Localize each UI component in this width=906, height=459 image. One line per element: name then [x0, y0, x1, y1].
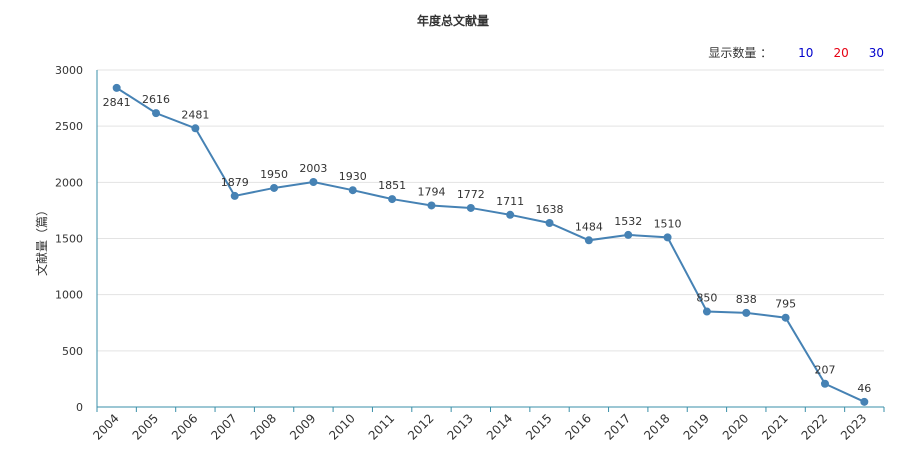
data-label: 795 — [775, 298, 796, 311]
y-tick-label: 3000 — [55, 64, 83, 77]
y-tick-label: 2500 — [55, 120, 83, 133]
data-point[interactable] — [506, 210, 515, 219]
data-point[interactable] — [624, 230, 633, 239]
x-tick-label: 2009 — [287, 411, 318, 442]
data-point[interactable] — [663, 233, 672, 242]
data-label: 1851 — [378, 179, 406, 192]
data-point[interactable] — [742, 308, 751, 317]
data-label: 1794 — [417, 185, 445, 198]
x-tick-label: 2022 — [799, 411, 830, 442]
data-label: 1510 — [654, 217, 682, 230]
y-tick-label: 1500 — [55, 233, 83, 246]
x-tick-label: 2019 — [681, 411, 712, 442]
data-label: 1772 — [457, 188, 485, 201]
x-tick-label: 2018 — [641, 411, 672, 442]
data-point[interactable] — [230, 191, 239, 200]
data-point[interactable] — [702, 307, 711, 316]
display-count-label: 显示数量 ： — [708, 46, 773, 60]
data-point[interactable] — [466, 203, 475, 212]
x-tick-label: 2012 — [405, 411, 436, 442]
data-point[interactable] — [781, 313, 790, 322]
x-tick-label: 2004 — [90, 411, 121, 442]
x-tick-label: 2016 — [562, 411, 593, 442]
x-tick-label: 2008 — [248, 411, 279, 442]
chart-title: 年度总文献量 — [416, 14, 489, 28]
series-line — [112, 83, 869, 406]
data-label: 838 — [736, 293, 757, 306]
data-point[interactable] — [112, 83, 121, 92]
data-point[interactable] — [860, 397, 869, 406]
x-tick-label: 2006 — [169, 411, 200, 442]
data-point[interactable] — [427, 201, 436, 210]
data-point[interactable] — [191, 124, 200, 133]
data-point[interactable] — [388, 195, 397, 204]
x-tick-label: 2005 — [130, 411, 161, 442]
display-count-20-button[interactable]: 20 — [833, 45, 849, 60]
data-label: 850 — [696, 292, 717, 305]
data-label: 1950 — [260, 168, 288, 181]
data-point[interactable] — [270, 183, 279, 192]
data-label: 1638 — [536, 203, 564, 216]
data-label: 2481 — [181, 108, 209, 121]
display-count-control: 显示数量 ： 10 20 30 — [708, 44, 884, 61]
axes: 0 500 1000 1500 2000 2500 3000 2004 2005 2006 2007… — [55, 64, 885, 443]
x-tick-label: 2015 — [523, 411, 554, 442]
x-tick-label: 2013 — [444, 411, 475, 442]
data-label: 2841 — [103, 96, 131, 109]
data-point[interactable] — [820, 379, 829, 388]
x-tick-label: 2010 — [326, 411, 357, 442]
y-tick-label: 1000 — [55, 289, 83, 302]
data-label: 46 — [857, 382, 871, 395]
data-label: 1711 — [496, 195, 524, 208]
display-count-10-button[interactable]: 10 — [798, 45, 814, 60]
y-tick-label: 2000 — [55, 176, 83, 189]
x-tick-label: 2014 — [484, 411, 515, 442]
data-label: 2616 — [142, 93, 170, 106]
x-tick-label: 2011 — [366, 411, 397, 442]
data-point[interactable] — [584, 236, 593, 245]
data-label: 1930 — [339, 170, 367, 183]
y-axis-label: 文献量（篇） — [34, 204, 49, 276]
data-point[interactable] — [309, 177, 318, 186]
data-point[interactable] — [152, 109, 161, 118]
x-tick-label: 2021 — [759, 411, 790, 442]
data-label: 1484 — [575, 220, 603, 233]
x-tick-label: 2017 — [602, 411, 633, 442]
y-tick-label: 500 — [62, 345, 83, 358]
x-tick-label: 2007 — [208, 411, 239, 442]
data-point[interactable] — [545, 218, 554, 227]
data-label: 2003 — [299, 162, 327, 175]
data-labels: 2841 2616 2481 1879 1950 2003 1930 1851 1794 1772… — [103, 93, 872, 395]
x-tick-label: 2023 — [838, 411, 869, 442]
data-point[interactable] — [348, 186, 357, 195]
data-label: 207 — [814, 364, 835, 377]
series-line-path — [116, 87, 865, 403]
data-label: 1879 — [221, 176, 249, 189]
data-label: 1532 — [614, 215, 642, 228]
grid-lines — [97, 69, 884, 352]
display-count-30-button[interactable]: 30 — [868, 45, 884, 60]
x-tick-label: 2020 — [720, 411, 751, 442]
y-tick-label: 0 — [76, 401, 83, 414]
